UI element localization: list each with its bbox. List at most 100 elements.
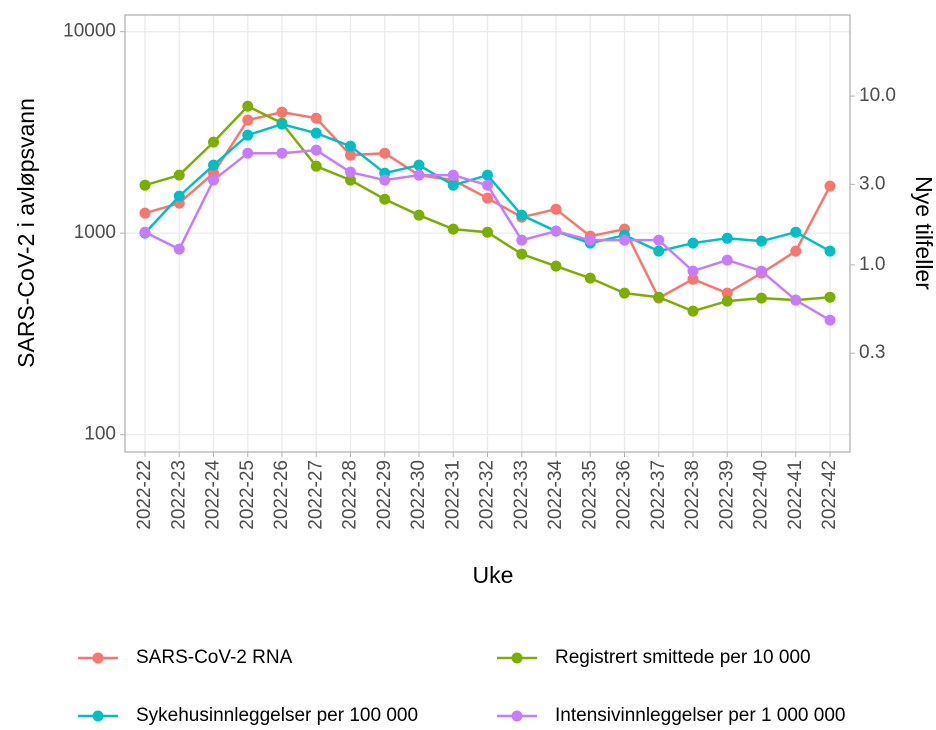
x-tick-label: 2022-35 [579,460,600,530]
x-tick-label: 2022-23 [168,460,189,530]
data-point [345,174,356,186]
data-point [687,237,699,249]
x-tick-label: 2022-30 [408,460,429,530]
data-point [653,291,665,303]
data-point [139,179,151,191]
data-point [584,234,596,246]
legend-label: Intensivinnleggelser per 1 000 000 [555,705,845,726]
x-tick-label: 2022-40 [751,460,772,530]
data-point [208,174,219,186]
data-point [447,223,459,235]
legend-dot [511,652,523,664]
data-point [242,147,254,159]
data-point [139,207,151,219]
data-point [516,209,528,221]
data-point [687,265,699,277]
x-tick-label: 2022-31 [442,460,463,530]
data-point [413,169,425,181]
data-point [242,129,254,141]
data-point [721,254,733,266]
x-tick-label: 2022-39 [716,460,737,530]
y-tick-label: 10000 [63,21,116,42]
data-point [310,112,322,124]
legend-label: SARS-CoV-2 RNA [136,647,293,668]
data-point [824,245,836,257]
data-point [619,287,630,299]
data-point [208,136,219,148]
x-tick-label: 2022-37 [648,460,669,530]
data-point [345,140,356,152]
y2-tick-label: 10.0 [859,85,896,106]
data-point [824,314,836,326]
y2-axis-label: Nye tilfeller [911,176,936,290]
data-point [173,190,185,202]
x-tick-label: 2022-24 [203,460,224,530]
data-point [276,106,288,118]
data-point [310,127,322,139]
x-tick-label: 2022-33 [511,460,532,530]
data-point [584,272,596,284]
data-point [173,169,185,181]
x-tick-label: 2022-34 [545,460,566,530]
data-point [276,147,288,159]
data-point [482,192,493,204]
legend-label: Sykehusinnleggelser per 100 000 [136,705,418,726]
x-tick-label: 2022-38 [682,460,703,530]
data-point [379,147,391,159]
data-point [790,294,802,306]
x-tick-label: 2022-25 [237,460,258,530]
data-point [756,265,767,277]
data-point [208,159,219,171]
data-point [653,234,665,246]
y-tick-label: 1000 [74,222,116,243]
y2-tick-label: 1.0 [859,254,885,275]
data-point [345,149,356,161]
data-point [242,114,254,126]
data-point [482,169,493,181]
data-point [242,100,254,112]
data-point [619,234,630,246]
data-point [482,226,493,238]
data-point [516,234,528,246]
data-point [550,260,562,272]
data-point [790,226,802,238]
y2-tick-label: 0.3 [859,342,885,363]
data-point [139,226,151,238]
x-tick-label: 2022-22 [134,460,155,530]
data-point [276,118,288,130]
data-point [687,273,699,285]
data-point [721,287,733,299]
data-point [413,159,425,171]
data-point [550,225,562,237]
x-tick-label: 2022-41 [785,460,806,530]
x-tick-label: 2022-29 [374,460,395,530]
x-tick-label: 2022-42 [819,460,840,530]
data-point [379,193,391,205]
data-point [790,245,802,257]
data-point [173,243,185,255]
data-point [653,245,665,257]
data-point [310,160,322,172]
data-point [447,169,459,181]
x-axis-label: Uke [473,562,514,588]
data-point [310,144,322,156]
data-point [379,174,391,186]
data-point [756,235,767,247]
x-tick-label: 2022-32 [477,460,498,530]
data-point [413,209,425,221]
data-point [550,203,562,215]
data-point [824,291,836,303]
x-tick-label: 2022-27 [305,460,326,530]
data-point [516,248,528,260]
data-point [824,180,836,192]
x-tick-label: 2022-26 [271,460,292,530]
data-point [687,305,699,317]
legend-label: Registrert smittede per 10 000 [555,647,811,668]
legend-dot [92,652,104,664]
y2-tick-label: 3.0 [859,173,885,194]
x-tick-label: 2022-36 [614,460,635,530]
data-point [721,232,733,244]
y-tick-label: 100 [84,424,116,445]
